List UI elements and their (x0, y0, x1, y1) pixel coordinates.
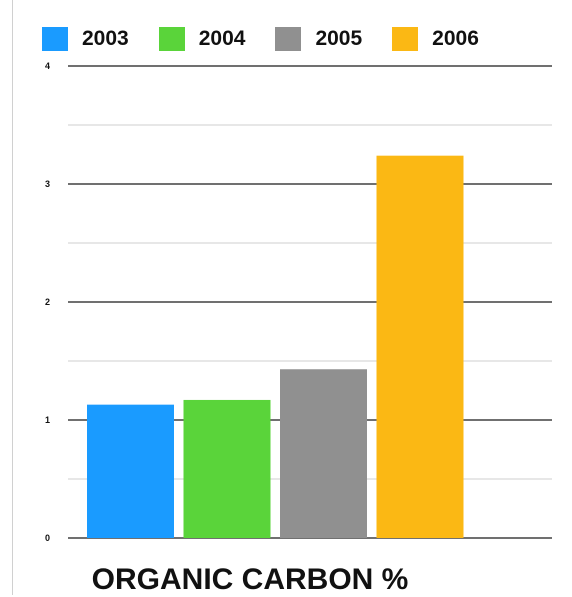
bar-2005 (280, 369, 367, 538)
bar-2004 (183, 399, 271, 538)
y-tick-label: 1 (45, 415, 50, 425)
legend-item-2004: 2004 (158, 27, 246, 51)
legend-item-2006: 2006 (392, 27, 479, 51)
legend-label-2004: 2004 (198, 27, 246, 50)
chart-title: ORGANIC CARBON % (91, 563, 409, 596)
legend-swatch-2004 (158, 27, 185, 51)
legend-label-2003: 2003 (82, 27, 129, 50)
y-tick-label: 2 (45, 297, 50, 307)
bar-2006 (376, 155, 464, 538)
bar-chart: 0 1 2 3 4 (45, 61, 552, 543)
legend-swatch-2005 (275, 27, 302, 51)
bar-2003 (87, 404, 174, 538)
y-tick-label: 3 (45, 179, 50, 189)
legend-item-2003: 2003 (42, 27, 129, 51)
legend-swatch-2003 (42, 27, 68, 51)
y-tick-label: 4 (45, 61, 50, 71)
legend-label-2006: 2006 (432, 27, 479, 50)
chart-legend: 2003 2004 2005 2006 (42, 26, 509, 52)
legend-swatch-2006 (392, 27, 419, 51)
legend-item-2005: 2005 (275, 27, 362, 51)
page-divider (12, 0, 13, 595)
y-tick-label: 0 (45, 533, 50, 543)
legend-label-2005: 2005 (315, 27, 363, 50)
